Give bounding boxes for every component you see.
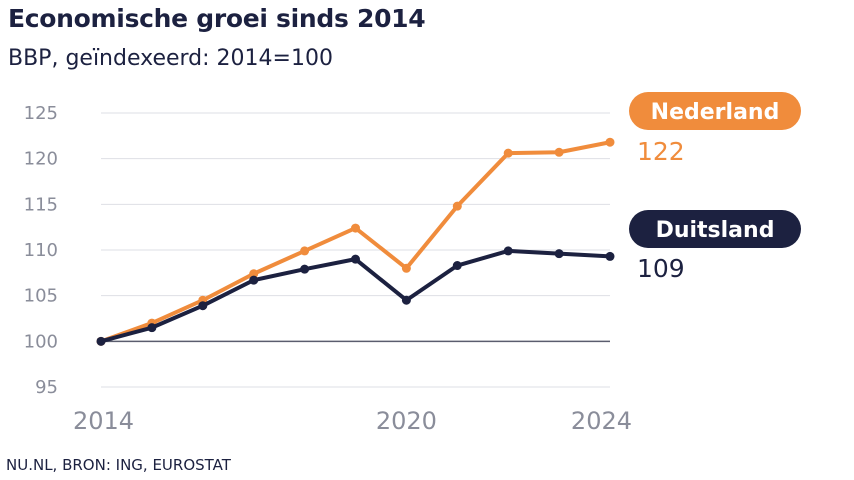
y-axis-ticks: 95 100 105 110 115 120 125 <box>24 103 58 398</box>
y-tick-label: 110 <box>24 240 58 261</box>
data-point <box>96 336 106 346</box>
line-chart: 95 100 105 110 115 120 125 2014 2020 2024 Nederl… <box>24 92 801 435</box>
series-name-label: Nederland <box>651 100 780 125</box>
data-point <box>503 246 513 256</box>
chart-title: Economische groei sinds 2014 <box>8 4 426 33</box>
series-end-labels: Nederland 122 Duitsland 109 <box>629 92 801 283</box>
source-note: NU.NL, BRON: ING, EUROSTAT <box>6 456 231 474</box>
data-point <box>554 249 564 259</box>
x-axis-ticks: 2014 2020 2024 <box>73 407 632 435</box>
data-point <box>198 301 208 311</box>
x-tick-label: 2014 <box>73 407 134 435</box>
y-tick-label: 95 <box>35 377 58 398</box>
legend-pill-nederland: Nederland 122 <box>629 92 801 166</box>
series-lines <box>96 137 615 346</box>
data-point <box>401 295 411 305</box>
data-point <box>605 137 615 147</box>
y-tick-label: 105 <box>24 286 58 307</box>
data-point <box>300 246 310 256</box>
data-point <box>401 263 411 273</box>
data-point <box>351 223 360 233</box>
x-tick-label: 2024 <box>571 407 632 435</box>
y-tick-label: 120 <box>24 149 58 170</box>
y-tick-label: 115 <box>24 194 58 215</box>
data-point <box>147 323 157 333</box>
data-point <box>605 251 615 261</box>
data-point <box>452 261 462 271</box>
series-duitsland <box>96 246 615 346</box>
series-end-value: 122 <box>637 137 685 166</box>
pill-background <box>629 210 801 248</box>
y-tick-label: 100 <box>24 331 58 352</box>
chart-subtitle: BBP, geïndexeerd: 2014=100 <box>8 46 333 71</box>
data-point <box>249 269 259 279</box>
series-name-label: Duitsland <box>656 218 775 243</box>
pill-background <box>629 92 801 130</box>
data-point <box>503 148 513 158</box>
x-tick-label: 2020 <box>376 407 437 435</box>
data-point <box>249 275 259 285</box>
series-end-value: 109 <box>637 254 685 283</box>
data-point <box>351 254 360 264</box>
data-point <box>300 264 310 274</box>
series-nederland <box>96 137 615 346</box>
legend-pill-duitsland: Duitsland 109 <box>629 210 801 283</box>
series-line-nederland <box>99 140 612 344</box>
y-tick-label: 125 <box>24 103 58 124</box>
data-point <box>452 201 462 211</box>
data-point <box>554 147 564 157</box>
